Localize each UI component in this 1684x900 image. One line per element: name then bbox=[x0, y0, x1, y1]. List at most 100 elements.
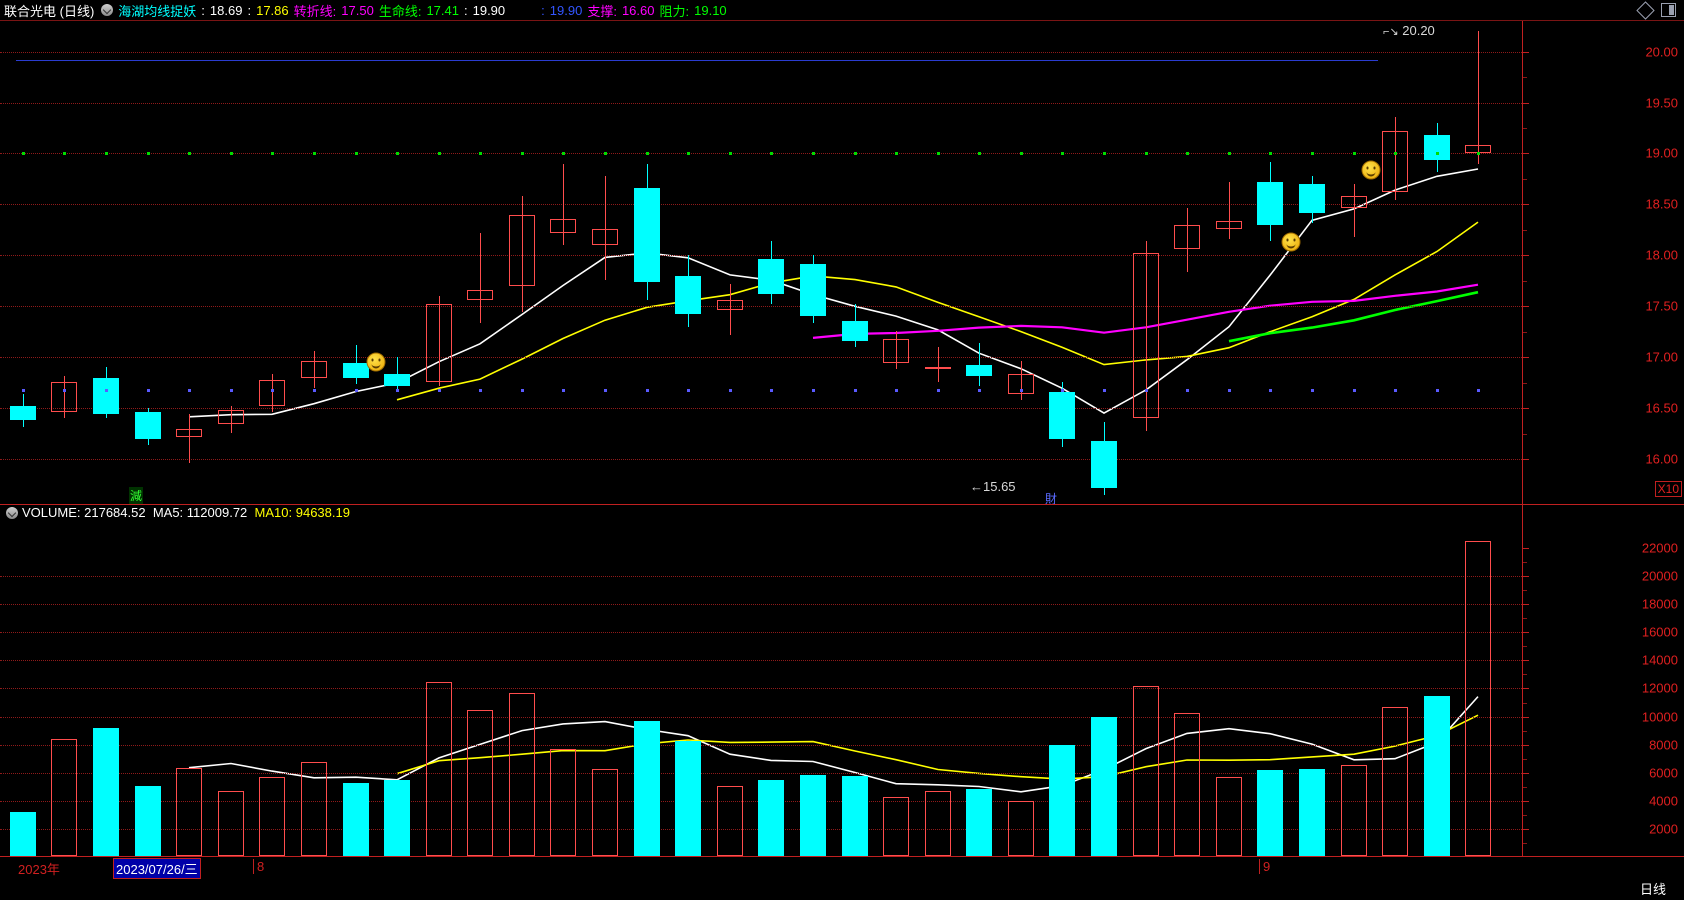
chevron-circle-icon[interactable] bbox=[101, 4, 114, 16]
candlestick[interactable] bbox=[384, 373, 410, 386]
volume-bar[interactable] bbox=[1174, 712, 1200, 856]
volume-bar[interactable] bbox=[426, 681, 452, 856]
candlestick[interactable] bbox=[592, 228, 618, 246]
volume-bar[interactable] bbox=[925, 791, 951, 856]
selected-date-label[interactable]: 2023/07/26/三 bbox=[113, 858, 201, 879]
candlestick[interactable] bbox=[509, 214, 535, 286]
volume-bar[interactable] bbox=[1341, 764, 1367, 856]
volume-bar[interactable] bbox=[135, 785, 161, 856]
green-signal-dot bbox=[1477, 152, 1480, 155]
volume-bar[interactable] bbox=[1008, 801, 1034, 856]
candlestick[interactable] bbox=[301, 361, 327, 378]
volume-axis-tick-label: 22000 bbox=[1641, 540, 1678, 556]
volume-bar[interactable] bbox=[550, 749, 576, 856]
volume-bar[interactable] bbox=[1133, 686, 1159, 856]
diamond-icon[interactable] bbox=[1636, 0, 1655, 20]
candlestick[interactable] bbox=[1257, 181, 1283, 225]
candlestick[interactable] bbox=[467, 290, 493, 301]
candlestick[interactable] bbox=[675, 275, 701, 315]
candlestick[interactable] bbox=[1174, 224, 1200, 250]
candlestick[interactable] bbox=[800, 263, 826, 317]
candlestick[interactable] bbox=[1216, 220, 1242, 229]
volume-bar[interactable] bbox=[758, 780, 784, 856]
candlestick[interactable] bbox=[1424, 135, 1450, 160]
candlestick[interactable] bbox=[1341, 196, 1367, 209]
volume-bar[interactable] bbox=[176, 767, 202, 856]
candlestick[interactable] bbox=[426, 304, 452, 382]
candlestick[interactable] bbox=[343, 363, 369, 378]
volume-axis-tick bbox=[1523, 604, 1529, 606]
candlestick[interactable] bbox=[717, 300, 743, 311]
volume-bar[interactable] bbox=[1091, 716, 1117, 856]
candlestick[interactable] bbox=[10, 406, 36, 421]
volume-bar[interactable] bbox=[966, 788, 992, 856]
candlestick[interactable] bbox=[1049, 391, 1075, 439]
volume-bar[interactable] bbox=[1257, 770, 1283, 856]
blue-signal-dot bbox=[105, 389, 108, 392]
volume-bar[interactable] bbox=[93, 728, 119, 856]
volume-bar[interactable] bbox=[634, 721, 660, 856]
volume-bar[interactable] bbox=[592, 768, 618, 856]
volume-bar[interactable] bbox=[717, 785, 743, 856]
price-axis-minor-tick bbox=[1523, 331, 1527, 333]
candlestick[interactable] bbox=[259, 379, 285, 407]
candlestick[interactable] bbox=[1091, 440, 1117, 488]
volume-bar[interactable] bbox=[51, 739, 77, 856]
panel-layout-icon[interactable] bbox=[1661, 3, 1676, 17]
candlestick[interactable] bbox=[1382, 131, 1408, 193]
volume-axis-tick-label: 20000 bbox=[1641, 568, 1678, 584]
volume-bar[interactable] bbox=[1465, 541, 1491, 856]
candlestick[interactable] bbox=[1299, 184, 1325, 213]
candlestick[interactable] bbox=[176, 428, 202, 437]
price-axis-tick bbox=[1523, 459, 1529, 461]
volume-plot-area[interactable] bbox=[0, 505, 1522, 856]
volume-bar[interactable] bbox=[509, 693, 535, 856]
smiley-signal-icon[interactable] bbox=[1361, 160, 1381, 180]
candlestick[interactable] bbox=[1133, 253, 1159, 419]
chevron-circle-icon[interactable] bbox=[6, 506, 18, 519]
price-plot-area[interactable]: ⌐↘ 20.20 ←15.65 減 財 bbox=[0, 21, 1522, 504]
volume-bar[interactable] bbox=[675, 740, 701, 856]
volume-bar[interactable] bbox=[467, 709, 493, 856]
price-chart-panel[interactable]: ⌐↘ 20.20 ←15.65 減 財 20.00 19.50 19.00 18.50 18.… bbox=[0, 20, 1684, 504]
candlestick[interactable] bbox=[550, 218, 576, 233]
indicator-name[interactable]: 海湖均线捉妖 bbox=[118, 3, 197, 19]
volume-bar[interactable] bbox=[1216, 777, 1242, 856]
volume-bar[interactable] bbox=[1049, 745, 1075, 856]
date-axis[interactable]: 2023年 2023/07/26/三 8 9 日线 bbox=[0, 856, 1684, 900]
green-signal-dot bbox=[1020, 152, 1023, 155]
candlestick[interactable] bbox=[883, 338, 909, 364]
volume-bar[interactable] bbox=[883, 797, 909, 856]
candlestick[interactable] bbox=[758, 259, 784, 295]
blue-signal-dot bbox=[438, 389, 441, 392]
candlestick[interactable] bbox=[51, 381, 77, 413]
candlestick[interactable] bbox=[925, 367, 951, 370]
volume-bar[interactable] bbox=[259, 777, 285, 856]
candlestick[interactable] bbox=[93, 377, 119, 415]
candlestick[interactable] bbox=[1008, 373, 1034, 394]
blue-signal-dot bbox=[604, 389, 607, 392]
volume-axis-tick bbox=[1523, 828, 1529, 830]
volume-gridline bbox=[0, 772, 1522, 774]
price-gridline bbox=[0, 306, 1522, 308]
candlestick[interactable] bbox=[634, 188, 660, 282]
candlestick[interactable] bbox=[842, 320, 868, 341]
volume-bar[interactable] bbox=[10, 812, 36, 856]
volume-bar[interactable] bbox=[1299, 768, 1325, 856]
volume-bar[interactable] bbox=[1382, 707, 1408, 856]
smiley-signal-icon[interactable] bbox=[366, 352, 386, 372]
price-axis-tick bbox=[1523, 51, 1529, 53]
volume-bar[interactable] bbox=[800, 774, 826, 856]
volume-bar[interactable] bbox=[384, 780, 410, 856]
volume-bar[interactable] bbox=[218, 791, 244, 856]
volume-bar[interactable] bbox=[1424, 695, 1450, 856]
smiley-signal-icon[interactable] bbox=[1281, 232, 1301, 252]
volume-bar[interactable] bbox=[301, 761, 327, 856]
volume-chart-panel[interactable]: X10 22000 20000 18000 16000 14000 12000 10000 8… bbox=[0, 481, 1684, 856]
candlestick[interactable] bbox=[218, 410, 244, 425]
candlestick[interactable] bbox=[966, 365, 992, 376]
candlestick[interactable] bbox=[135, 412, 161, 439]
volume-bar[interactable] bbox=[343, 782, 369, 856]
volume-bar[interactable] bbox=[842, 775, 868, 856]
